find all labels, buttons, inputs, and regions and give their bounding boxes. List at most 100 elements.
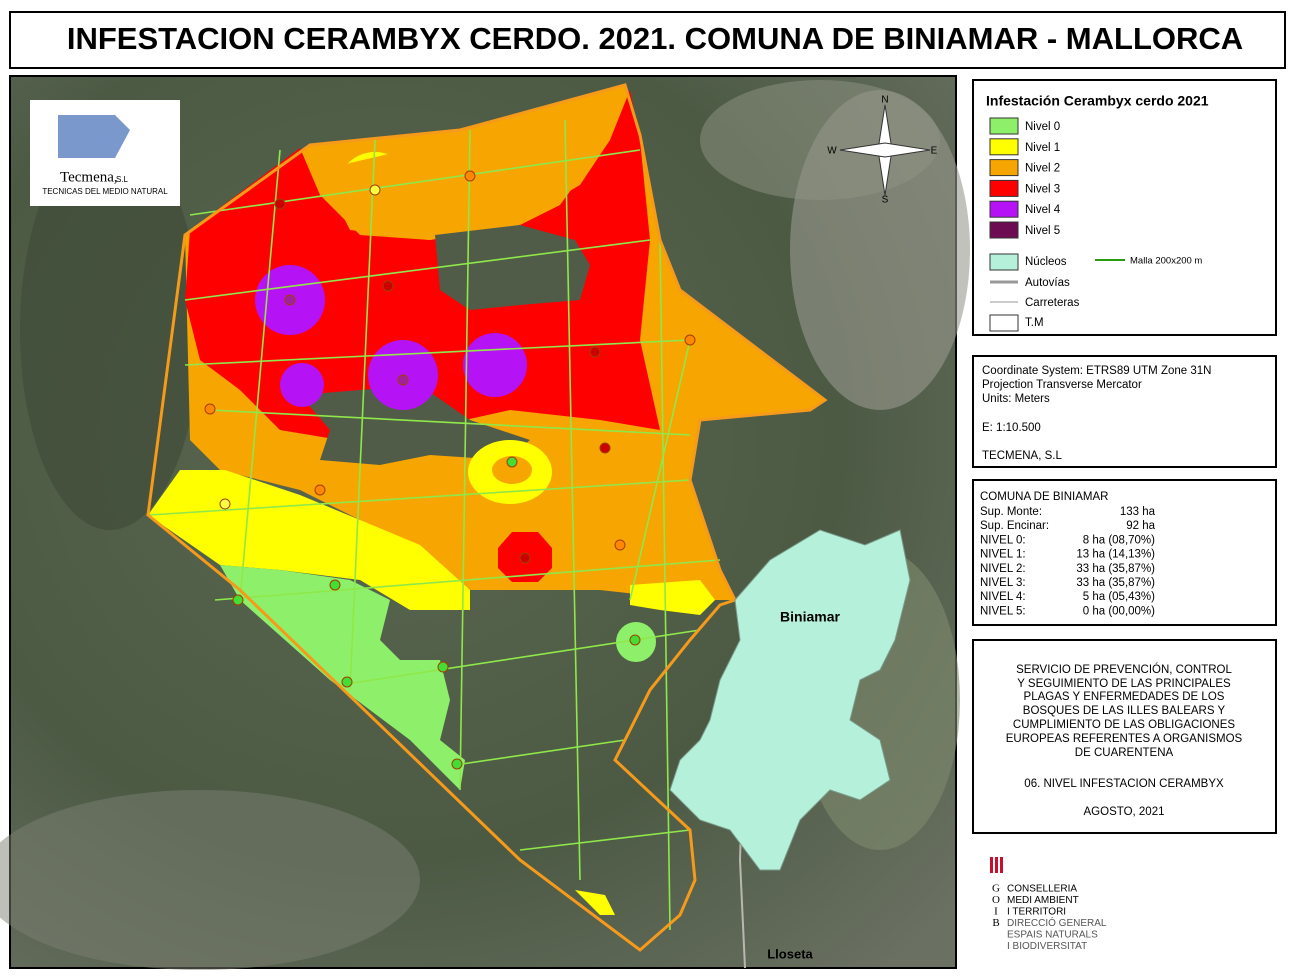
stats-label: NIVEL 2:	[980, 563, 1026, 575]
goib-line: DIRECCIÓ GENERAL	[1007, 916, 1107, 929]
title-box	[9, 11, 1286, 69]
stats-rows: Sup. Monte: 133 ha Sup. Encinar: 92 ha NIVEL…	[980, 506, 1156, 617]
info-box	[972, 355, 1277, 468]
compass: N S W E	[827, 95, 937, 206]
swatch-tm	[989, 314, 1019, 332]
legend-label: Malla 200x200 m	[1130, 256, 1202, 267]
legend-title: Infestación Cerambyx cerdo 2021	[986, 93, 1209, 109]
legend-swatch	[989, 117, 1019, 135]
legend-swatch	[989, 221, 1019, 239]
info-line: Coordinate System: ETRS89 UTM Zone 31N	[982, 365, 1211, 377]
compass-e: E	[931, 146, 938, 157]
boundary	[146, 83, 828, 952]
zone-center	[492, 456, 532, 484]
description-line: EUROPEAS REFERENTES A ORGANISMOS	[1006, 733, 1243, 745]
zone-level-0	[220, 565, 465, 790]
stats-label: NIVEL 3:	[980, 577, 1026, 589]
legend-label: Núcleos	[1025, 256, 1067, 268]
stats-value: 133 ha	[1120, 506, 1156, 518]
stats-label: NIVEL 0:	[980, 534, 1026, 546]
compass-s: S	[882, 195, 889, 206]
legend-label: Nivel 0	[1025, 121, 1060, 133]
stats-label: NIVEL 1:	[980, 549, 1026, 561]
goib-line: CONSELLERIA	[1007, 884, 1077, 895]
legend-swatch	[989, 200, 1019, 218]
goib-letter: O	[992, 894, 1000, 906]
legend-label: T.M	[1025, 317, 1044, 329]
legend-box	[972, 79, 1277, 336]
legend-label: Autovías	[1025, 277, 1070, 289]
goib-letter: I	[994, 906, 998, 918]
legend-swatch	[989, 179, 1019, 197]
goib-line: ESPAIS NATURALS	[1007, 930, 1098, 941]
legend-swatch	[989, 159, 1019, 177]
grid	[149, 119, 721, 931]
description-line: 06. NIVEL INFESTACION CERAMBYX	[1024, 778, 1224, 790]
legend-levels: Nivel 0 Nivel 1 Nivel 2 Nivel 3 Nivel 4 Nivel…	[989, 117, 1061, 239]
nucleus	[669, 529, 911, 871]
terrain	[0, 790, 420, 970]
stats-value: 8 ha (08,70%)	[1083, 534, 1155, 546]
zone-level-2	[320, 135, 600, 240]
legend-label: Nivel 5	[1025, 225, 1060, 237]
stats-label: Sup. Encinar:	[980, 520, 1049, 532]
stats-label: NIVEL 4:	[980, 591, 1026, 603]
zone-level-1	[630, 580, 715, 615]
legend-swatch	[989, 138, 1019, 156]
logo-mark	[58, 115, 130, 158]
logo-subtitle: TECNICAS DEL MEDIO NATURAL	[42, 187, 168, 196]
stats-value: 33 ha (35,87%)	[1076, 563, 1155, 575]
info-line: TECMENA, S.L	[982, 450, 1062, 462]
info-line: Projection Transverse Mercator	[982, 379, 1142, 391]
gap	[435, 225, 590, 310]
description-line: CUMPLIMIENTO DE LAS OBLIGACIONES	[1013, 719, 1236, 731]
stats-value: 5 ha (05,43%)	[1083, 591, 1155, 603]
logo-name: Tecmena,	[60, 169, 118, 185]
legend-label: Nivel 2	[1025, 163, 1060, 175]
map: Biniamar Lloseta Tecmena, S.L TECNICAS D…	[0, 75, 970, 970]
town-label: Lloseta	[767, 946, 813, 961]
stats-box	[972, 479, 1277, 626]
description-line: Y SEGUIMIENTO DE LAS PRINCIPALES	[1017, 678, 1231, 690]
logo-suffix: S.L	[116, 175, 129, 184]
stats-value: 92 ha	[1126, 520, 1155, 532]
terrain	[700, 80, 940, 200]
zone-level-4	[463, 333, 527, 397]
goib-letter: B	[992, 917, 999, 929]
description-line: SERVICIO DE PREVENCIÓN, CONTROL	[1016, 663, 1232, 676]
goib-line: I BIODIVERSITAT	[1007, 941, 1087, 952]
legend-label: Carreteras	[1025, 297, 1080, 309]
legend-label: Nivel 3	[1025, 183, 1060, 195]
compass-n: N	[881, 95, 888, 106]
terrain	[20, 130, 200, 530]
goib-letter: G	[992, 883, 1000, 895]
stats-label: Sup. Monte:	[980, 506, 1042, 518]
description-line: BOSQUES DE LAS ILLES BALEARS Y	[1023, 705, 1226, 717]
info-line: Units: Meters	[982, 393, 1050, 405]
goib-line: I TERRITORI	[1007, 907, 1066, 918]
compass-w: W	[827, 146, 837, 157]
legend-label: Nivel 4	[1025, 204, 1061, 216]
stats-value: 33 ha (35,87%)	[1076, 577, 1155, 589]
zone-level-4	[280, 363, 324, 407]
description-box	[972, 639, 1277, 834]
description-line: DE CUARENTENA	[1075, 747, 1174, 759]
title: INFESTACION CERAMBYX CERDO. 2021. COMUNA…	[67, 21, 1243, 56]
swatch-nucleus	[989, 253, 1019, 271]
gap	[300, 385, 530, 465]
description-line: AGOSTO, 2021	[1084, 806, 1165, 818]
description: SERVICIO DE PREVENCIÓN, CONTROL Y SEGUIMI…	[1006, 663, 1243, 818]
zone-level-1	[575, 890, 615, 915]
legend-label: Nivel 1	[1025, 142, 1060, 154]
description-line: PLAGAS Y ENFERMEDADES DE LOS	[1024, 691, 1225, 703]
stats-value: 13 ha (14,13%)	[1076, 549, 1155, 561]
grid-points	[204, 170, 696, 770]
town-label: Biniamar	[780, 609, 840, 625]
info-line: E: 1:10.500	[982, 422, 1041, 434]
stats-value: 0 ha (00,00%)	[1083, 605, 1155, 617]
stats-title: COMUNA DE BINIAMAR	[980, 491, 1108, 503]
zone-level-3	[185, 90, 660, 440]
